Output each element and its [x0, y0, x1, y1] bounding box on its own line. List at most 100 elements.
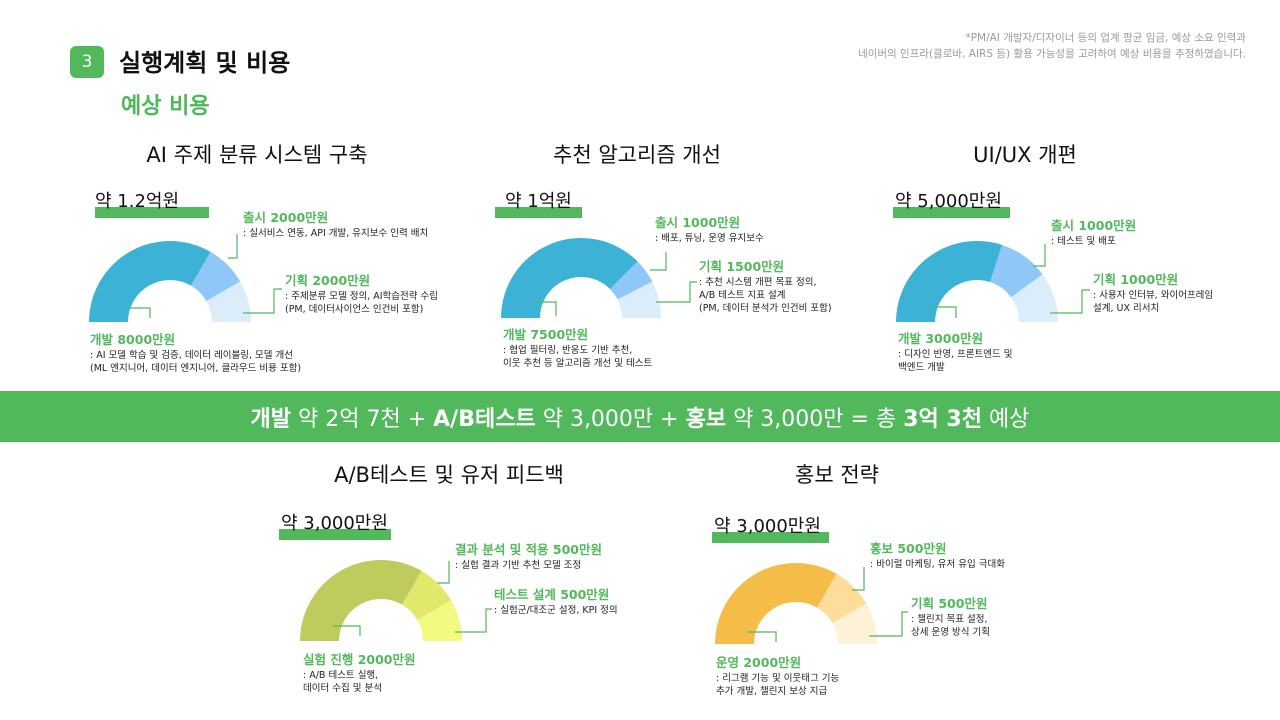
leader-line	[243, 288, 282, 314]
chart-total: 약 5,000만원	[893, 191, 1010, 218]
top-note-line: *PM/AI 개발자/디자이너 등의 업계 평균 임금, 예상 소요 인력과	[965, 32, 1246, 44]
chart-total: 약 1.2억원	[95, 191, 209, 218]
leader-line	[1033, 244, 1046, 267]
chart-title: 추천 알고리즘 개선	[553, 143, 721, 167]
donut-slice-3	[206, 281, 251, 322]
leader-line	[869, 611, 908, 637]
chart-total: 약 3,000만원	[279, 513, 391, 540]
slice-label-title: 기획 500만원	[911, 596, 988, 611]
donut-slice-1	[300, 559, 422, 641]
slice-label: 개발 3000만원 : 디자인 반영, 프론트엔드 및 백엔드 개발	[898, 330, 1138, 374]
donut-slice-1	[896, 240, 1003, 322]
slice-label: 실험 진행 2000만원 : A/B 테스트 실행, 데이터 수집 및 분석	[303, 651, 543, 695]
donut-slice-2	[402, 570, 452, 620]
leader-line	[1050, 289, 1090, 314]
chart-total-highlight	[279, 529, 391, 540]
slice-label: 홍보 500만원 : 바이럴 마케팅, 유저 유입 극대화	[870, 540, 1110, 571]
chart-total-label: 약 1억원	[505, 191, 572, 212]
chart-total: 약 3,000만원	[712, 516, 829, 543]
slice-label-title: 개발 3000만원	[898, 331, 984, 346]
leader-line	[747, 631, 777, 642]
slice-label: 개발 8000만원 : AI 모델 학습 및 검증, 데이터 레이블링, 모델 …	[90, 331, 330, 375]
donut-slice-1	[715, 563, 837, 644]
slice-label-desc: : 추천 시스템 개편 목표 정의, A/B 테스트 지표 설계 (PM, 데이…	[699, 277, 832, 314]
slice-label-desc: : 주제분류 모델 정의, AI학습전략 수립 (PM, 데이터사이언스 인건비…	[285, 291, 438, 315]
slice-label-title: 개발 7500만원	[503, 327, 589, 342]
slice-label-title: 기획 1500만원	[699, 259, 785, 274]
slice-label: 출시 2000만원 : 실서비스 연동, API 개발, 유지보수 인력 배치	[243, 209, 483, 240]
slice-label-title: 개발 8000만원	[90, 332, 176, 347]
slice-label: 기획 2000만원 : 주제분류 모델 정의, AI학습전략 수립 (PM, 데…	[285, 272, 525, 316]
section-number-badge: 3	[70, 46, 104, 78]
donut-slice-3	[417, 600, 462, 641]
slice-label-title: 출시 1000만원	[1051, 218, 1137, 233]
slice-label-desc: : 챌린지 목표 설정, 상세 운영 방식 기획	[911, 614, 990, 638]
slice-label-title: 운영 2000만원	[716, 655, 802, 670]
leader-line	[852, 567, 865, 591]
banner-part-strong: 3억 3천	[903, 406, 982, 432]
slice-label: 개발 7500만원 : 협업 필터링, 반응도 기반 추천, 이웃 추천 등 알…	[503, 326, 743, 370]
chart-total-highlight	[893, 207, 1010, 218]
subsection-title: 예상 비용	[121, 94, 210, 119]
leader-line	[437, 561, 450, 584]
summary-banner: 개발 약 2억 7천 + A/B테스트 약 3,000만 + 홍보 약 3,00…	[0, 391, 1280, 442]
slice-label-desc: : 테스트 및 배포	[1051, 236, 1116, 247]
slice-label: 기획 1500만원 : 추천 시스템 개편 목표 정의, A/B 테스트 지표 …	[699, 258, 939, 315]
slice-label-title: 출시 1000만원	[655, 215, 741, 230]
donut-slice-1	[501, 238, 638, 318]
slice-label-title: 테스트 설계 500만원	[494, 587, 610, 602]
leader-line	[128, 307, 151, 318]
chart-total-highlight	[95, 207, 209, 218]
slice-label-title: 기획 2000만원	[285, 273, 371, 288]
leader-line	[333, 625, 361, 636]
top-note-line: 네이버의 인프라(클로바, AIRS 등) 활용 가능성을 고려하여 예상 비용…	[858, 48, 1246, 60]
donut-slice-3	[1010, 274, 1058, 322]
banner-part: 예상	[981, 406, 1030, 432]
chart-total-label: 약 1.2억원	[95, 191, 180, 212]
leader-line	[929, 306, 957, 318]
banner-part: 약 3,000만 +	[535, 406, 686, 432]
chart-total-label: 약 3,000만원	[714, 516, 821, 537]
slice-label-desc: : 배포, 튜닝, 운영 유지보수	[655, 233, 764, 244]
leader-line	[533, 301, 557, 316]
slice-label: 출시 1000만원 : 배포, 튜닝, 운영 유지보수	[655, 214, 895, 245]
donut-slice-2	[609, 261, 653, 300]
chart-total: 약 1억원	[495, 191, 582, 218]
slice-label-title: 출시 2000만원	[243, 210, 329, 225]
banner-part-strong: A/B테스트	[433, 406, 536, 432]
donut-slice-2	[817, 573, 867, 623]
chart-title: AI 주제 분류 시스템 구축	[146, 143, 368, 167]
leader-line	[228, 234, 238, 259]
slice-label-title: 실험 진행 2000만원	[303, 652, 416, 667]
slice-label-desc: : 실험 결과 기반 추천 모델 조정	[455, 560, 582, 571]
slice-label: 결과 분석 및 적용 500만원 : 실험 결과 기반 추천 모델 조정	[455, 541, 695, 572]
slice-label: 기획 1000만원 : 사용자 인터뷰, 와이어프레임 설계, UX 리서치	[1093, 271, 1280, 315]
chart-total-label: 약 3,000만원	[281, 513, 388, 534]
section-title: 실행계획 및 비용	[119, 49, 291, 77]
chart-total-highlight	[712, 532, 829, 543]
chart-title: UI/UX 개편	[973, 143, 1077, 167]
donut-slice-2	[989, 244, 1043, 298]
banner-part: 약 3,000만 = 총	[726, 406, 904, 432]
chart-total-highlight	[495, 207, 582, 218]
slice-label-desc: : 실서비스 연동, API 개발, 유지보수 인력 배치	[243, 228, 429, 239]
slice-label: 테스트 설계 500만원 : 실험군/대조군 설정, KPI 정의	[494, 586, 734, 617]
banner-part: 약 2억 7천 +	[291, 406, 434, 432]
top-note: *PM/AI 개발자/디자이너 등의 업계 평균 임금, 예상 소요 인력과 네…	[786, 30, 1246, 62]
donut-slice-3	[832, 603, 877, 644]
chart-total-label: 약 5,000만원	[895, 191, 1002, 212]
leader-line	[455, 608, 492, 633]
slice-label-title: 홍보 500만원	[870, 541, 947, 556]
slice-label-desc: : 협업 필터링, 반응도 기반 추천, 이웃 추천 등 알고리즘 개선 및 테…	[503, 345, 653, 369]
slice-label-title: 기획 1000만원	[1093, 272, 1179, 287]
donut-slice-1	[89, 241, 211, 322]
donut-slice-2	[191, 251, 241, 301]
slice-label: 기획 500만원 : 챌린지 목표 설정, 상세 운영 방식 기획	[911, 595, 1151, 639]
slice-label-title: 결과 분석 및 적용 500만원	[455, 542, 603, 557]
leader-line	[650, 252, 667, 271]
